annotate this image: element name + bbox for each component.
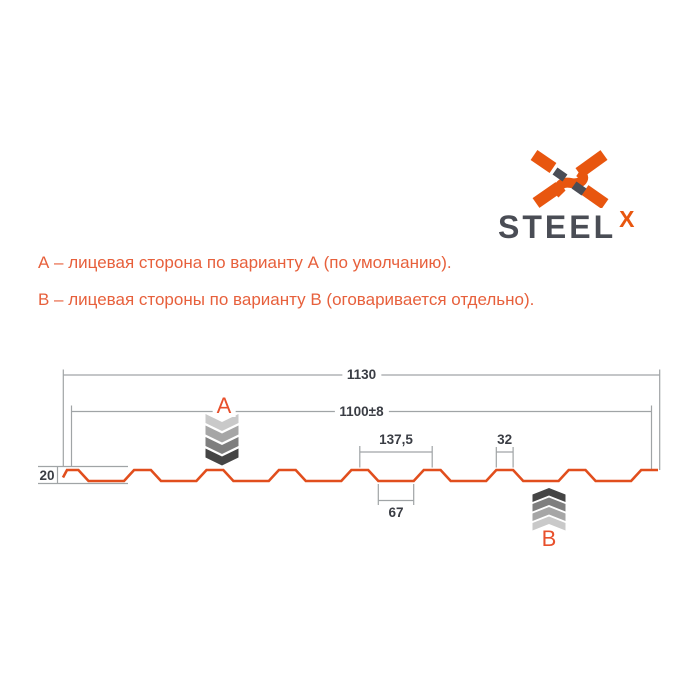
dim-1130-lines [62, 369, 661, 470]
chevron-down-icon [205, 437, 239, 454]
chevron-down-icon [205, 448, 239, 466]
chevron-up-icon [532, 497, 566, 512]
x-icon-orange-arms [530, 150, 609, 208]
label-side-a: А [212, 395, 236, 417]
chevron-up-icon [532, 516, 566, 531]
dim-label-rib-top: 32 [492, 432, 518, 448]
note-line-a: А – лицевая сторона по варианту А (по ум… [38, 253, 452, 272]
note-line-b: В – лицевая стороны по варианту В (огова… [38, 290, 535, 309]
brand-text: STEEL [498, 209, 617, 245]
x-icon-gray-dashes [552, 167, 587, 196]
dim-67-lines [377, 484, 415, 505]
chevrons-b [532, 488, 566, 531]
dim-label-height: 20 [39, 468, 55, 483]
label-side-b: В [541, 526, 557, 551]
brand-wordmark: STEEL X [498, 206, 635, 245]
dimension-lines [38, 369, 661, 505]
dim-137-lines [359, 446, 433, 468]
dim-32-lines [495, 446, 514, 468]
brand-sup-x: X [619, 206, 635, 232]
chevron-up-icon [532, 507, 566, 521]
chevron-down-icon [205, 425, 239, 443]
chevron-up-icon [532, 488, 566, 502]
chevrons-a [205, 414, 239, 466]
steelx-x-icon [530, 150, 609, 208]
dim-label-cover-width: 1100±8 [334, 404, 389, 419]
chevron-down-icon [205, 414, 239, 431]
dim-label-valley: 67 [388, 505, 404, 520]
dim-label-overall-width: 1130 [341, 367, 382, 383]
profile-outline [61, 468, 658, 483]
dim-label-pitch: 137,5 [374, 432, 418, 448]
dim-20-lines [38, 465, 128, 485]
